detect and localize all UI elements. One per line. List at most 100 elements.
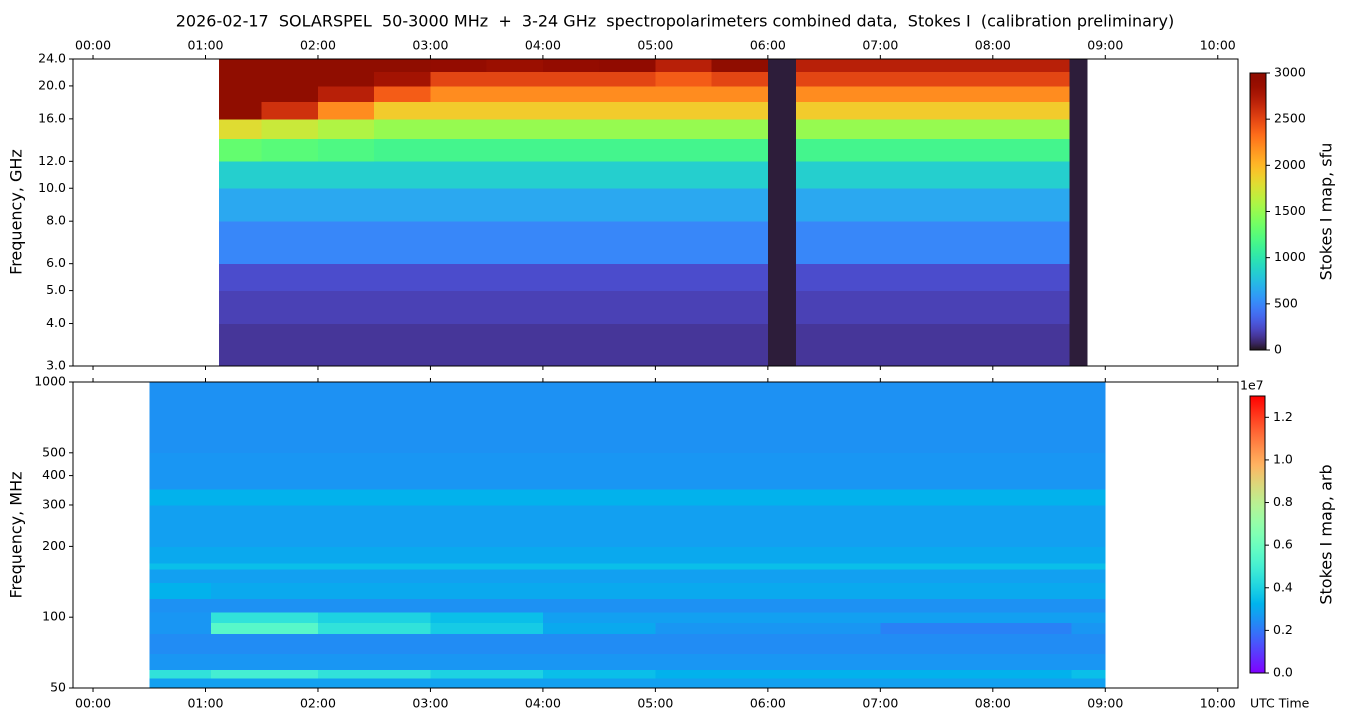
heatmap-cell	[1071, 653, 1106, 670]
heatmap-cell	[599, 85, 656, 102]
heatmap-cell	[1071, 452, 1106, 490]
heatmap-cell	[655, 263, 713, 291]
heatmap-cell	[261, 138, 319, 162]
heatmap-cell	[992, 118, 1070, 139]
heatmap-cell	[430, 546, 544, 564]
heatmap-cell	[430, 71, 488, 87]
x-tick-label: 01:00	[187, 38, 223, 53]
heatmap-cell	[795, 161, 881, 189]
heatmap-cell	[711, 138, 769, 162]
heatmap-cell	[218, 85, 263, 102]
heatmap-cell	[486, 59, 544, 73]
heatmap-cell	[218, 323, 263, 367]
heatmap-cell	[211, 633, 319, 655]
heatmap-cell	[599, 323, 656, 367]
heatmap-cell	[430, 188, 488, 222]
heatmap-cell	[767, 118, 797, 139]
heatmap-cell	[711, 161, 769, 189]
heatmap-cell	[149, 633, 212, 655]
heatmap-cell	[149, 546, 212, 564]
heatmap-cell	[486, 221, 544, 265]
colorbar-tick-label: 3000	[1274, 65, 1306, 80]
heatmap-cell	[149, 653, 212, 670]
heatmap-cell	[430, 452, 544, 490]
y-tick-label: 1000	[34, 374, 66, 389]
heatmap-cell	[430, 569, 544, 584]
heatmap-cell	[317, 582, 431, 599]
y-tick-label: 500	[42, 444, 66, 459]
heatmap-cell	[486, 161, 544, 189]
heatmap-cell	[1071, 669, 1106, 679]
heatmap-cell	[261, 85, 319, 102]
heatmap-cell	[992, 633, 1072, 655]
x-tick-label: 05:00	[637, 38, 673, 53]
heatmap-cell	[261, 161, 319, 189]
heatmap-cell	[767, 622, 881, 635]
heatmap-cell	[711, 59, 769, 73]
heatmap-cell	[317, 118, 375, 139]
heatmap-cell	[542, 85, 600, 102]
heatmap-cell	[1071, 569, 1106, 584]
heatmap-cell	[795, 263, 881, 291]
y-tick-label: 20.0	[38, 77, 66, 92]
heatmap-cell	[542, 633, 656, 655]
heatmap-cell	[767, 323, 797, 367]
heatmap-cell	[374, 138, 431, 162]
heatmap-cell	[655, 678, 769, 689]
heatmap-cell	[655, 188, 713, 222]
heatmap-cell	[542, 382, 656, 454]
heatmap-cell	[211, 562, 319, 570]
heatmap-cell	[542, 598, 656, 613]
heatmap-cell	[317, 263, 375, 291]
heatmap-cell	[992, 452, 1072, 490]
heatmap-cell	[795, 101, 881, 120]
heatmap-cell	[936, 59, 994, 73]
heatmap-cell	[599, 161, 656, 189]
heatmap-cell	[430, 562, 544, 570]
heatmap-cell	[767, 669, 881, 679]
heatmap-cell	[1069, 221, 1088, 265]
heatmap-cell	[542, 138, 600, 162]
heatmap-cell	[992, 188, 1070, 222]
heatmap-cell	[261, 59, 319, 73]
heatmap-cell	[211, 452, 319, 490]
colorbar-tick-label: 1.0	[1273, 451, 1293, 466]
heatmap-cell	[218, 59, 263, 73]
heatmap-cell	[1069, 188, 1088, 222]
heatmap-cell	[211, 622, 319, 635]
heatmap-cell	[317, 504, 431, 547]
heatmap-cell	[880, 161, 937, 189]
heatmap-cell	[211, 582, 319, 599]
heatmap-cell	[880, 653, 994, 670]
heatmap-cell	[486, 138, 544, 162]
heatmap-cell	[711, 263, 769, 291]
heatmap-cell	[1071, 382, 1106, 454]
heatmap-cell	[1069, 71, 1088, 87]
x-tick-label: 06:00	[750, 38, 786, 53]
heatmap-cell	[218, 290, 263, 324]
heatmap-cell	[599, 138, 656, 162]
heatmap-cell	[767, 582, 881, 599]
heatmap-cell	[261, 290, 319, 324]
x-tick-label: 03:00	[412, 38, 448, 53]
heatmap-cell	[317, 678, 431, 689]
heatmap-cell	[711, 290, 769, 324]
heatmap-cell	[767, 504, 881, 547]
x-tick-label: 02:00	[300, 38, 336, 53]
heatmap-cell	[317, 323, 375, 367]
heatmap-cell	[880, 489, 994, 506]
heatmap-cell	[992, 59, 1070, 73]
heatmap-cell	[430, 598, 544, 613]
heatmap-cell	[880, 263, 937, 291]
heatmap-cell	[542, 489, 656, 506]
heatmap-cell	[767, 101, 797, 120]
heatmap-cell	[317, 612, 431, 623]
heatmap-cell	[655, 669, 769, 679]
heatmap-cell	[317, 489, 431, 506]
heatmap-cell	[992, 612, 1072, 623]
heatmap-cell	[655, 452, 769, 490]
colorbar-label: Stokes I map, arb	[1317, 464, 1336, 604]
x-axis-label: UTC Time	[1250, 696, 1310, 711]
heatmap-cell	[711, 323, 769, 367]
heatmap-cell	[767, 546, 881, 564]
